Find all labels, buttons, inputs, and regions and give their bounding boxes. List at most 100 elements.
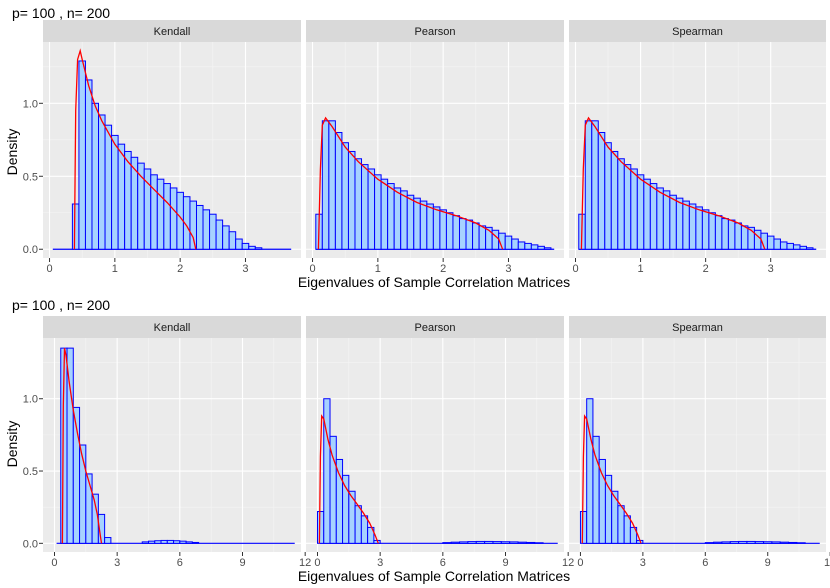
histogram-bar — [511, 238, 519, 250]
histogram-bar — [328, 120, 336, 250]
histogram-bar — [316, 511, 325, 544]
histogram-bar — [708, 212, 716, 250]
histogram-bar — [400, 190, 408, 250]
histogram-bar — [98, 114, 106, 250]
histogram-bar — [669, 194, 677, 250]
chart-1-ylabel: Density — [4, 129, 20, 176]
histogram-bar — [610, 150, 619, 250]
x-tick-label: 1 — [638, 263, 644, 275]
histogram-bar — [504, 235, 513, 250]
histogram-bar — [321, 120, 330, 250]
x-tick-label: 0 — [572, 263, 578, 275]
histogram-bar — [517, 241, 526, 250]
histogram-bar — [254, 247, 263, 250]
histogram-bar — [342, 474, 350, 544]
histogram-bar — [779, 241, 788, 250]
facet-strip-label: Pearson — [415, 322, 456, 334]
histogram-bar — [623, 164, 632, 250]
histogram-bar — [85, 473, 93, 544]
histogram-tail-bar — [517, 541, 527, 544]
histogram-bar — [734, 222, 742, 250]
histogram-tail-bar — [796, 542, 806, 544]
histogram-bar — [195, 204, 204, 250]
histogram-tail-bar — [442, 542, 452, 544]
histogram-bar — [636, 174, 645, 250]
histogram-bar — [241, 242, 250, 250]
histogram-bar — [347, 150, 356, 250]
histogram-bar — [727, 219, 736, 250]
histogram-bar — [701, 209, 710, 250]
panel-spearman: Spearman 0 3 6 9 12 — [569, 316, 830, 569]
chart-1-xlabel: Eigenvalues of Sample Correlation Matric… — [298, 274, 570, 290]
panel-kendall: Kendall 0 3 6 9 12 — [43, 316, 311, 569]
histogram-bar — [604, 474, 613, 544]
facet-strip — [43, 20, 301, 42]
histogram-tail-bar — [179, 540, 187, 544]
x-tick-label: 3 — [505, 263, 511, 275]
histogram-bar — [432, 206, 441, 250]
histogram-bar — [71, 203, 80, 250]
x-tick-label: 3 — [114, 557, 120, 569]
x-tick-label: 3 — [640, 557, 646, 569]
histogram-bar — [228, 231, 237, 250]
panel-pearson: Pearson 0 1 2 3 — [306, 20, 564, 275]
histogram-bar — [740, 225, 749, 250]
histogram-bar — [805, 247, 814, 250]
histogram-bar — [458, 218, 467, 250]
histogram-tail-bar — [492, 541, 502, 544]
density-curve — [318, 414, 379, 544]
histogram-tail-bar — [525, 541, 536, 544]
histogram-bar — [766, 235, 775, 250]
histogram-tail-bar — [173, 540, 181, 544]
histogram-bar — [714, 215, 723, 250]
histogram-bar — [656, 187, 664, 250]
histogram-bar — [439, 209, 447, 250]
x-tick-label: 9 — [502, 557, 508, 569]
histogram-tail-bar — [467, 541, 477, 544]
histogram-bar — [597, 131, 606, 250]
histogram-bar — [617, 158, 625, 250]
histogram-bar — [111, 134, 119, 250]
x-tick-label: 2 — [440, 263, 446, 275]
histogram-bar — [623, 515, 631, 544]
histogram-tail-bar — [484, 540, 494, 544]
histogram-bar — [617, 505, 625, 544]
x-tick-label: 6 — [177, 557, 183, 569]
histogram-bar — [721, 218, 729, 250]
histogram-bar — [169, 187, 178, 250]
histogram-bar — [530, 244, 539, 250]
x-tick-label: 9 — [239, 557, 245, 569]
x-tick-label: 0 — [314, 557, 320, 569]
histogram-bar — [84, 79, 93, 250]
histogram-bar — [662, 190, 671, 250]
x-tick-label: 6 — [440, 557, 446, 569]
histogram-tail-bar — [185, 541, 193, 544]
facet-strip-label: Pearson — [415, 26, 456, 38]
histogram-bar — [334, 131, 343, 250]
histogram-tail-bar — [746, 540, 756, 544]
facet-strip-label: Kendall — [154, 322, 191, 334]
x-tick-label: 0 — [46, 263, 52, 275]
histogram-bar — [688, 203, 697, 250]
histogram-bar — [419, 200, 428, 250]
histogram-tail-bar — [191, 541, 200, 544]
histogram-tail-bar — [147, 540, 156, 544]
chart-2-ylabel: Density — [4, 421, 20, 468]
histogram-bar — [524, 242, 532, 250]
histogram-bar — [786, 242, 794, 250]
histogram-bar — [591, 120, 599, 250]
histogram-bar — [189, 200, 197, 250]
histogram-tail-bar — [704, 542, 715, 544]
density-curve — [580, 116, 766, 250]
histogram-bar — [675, 197, 684, 250]
histogram-tail-bar — [500, 541, 511, 544]
histogram-tail-bar — [763, 541, 773, 544]
histogram-bar — [354, 158, 363, 250]
chart-2-title: p= 100 , n= 200 — [12, 297, 110, 313]
histogram-tail-bar — [509, 541, 519, 544]
chart-1-title: p= 100 , n= 200 — [12, 5, 110, 21]
histogram-bar — [248, 245, 256, 250]
histogram-bar — [452, 215, 460, 250]
histogram-bar — [124, 150, 132, 250]
